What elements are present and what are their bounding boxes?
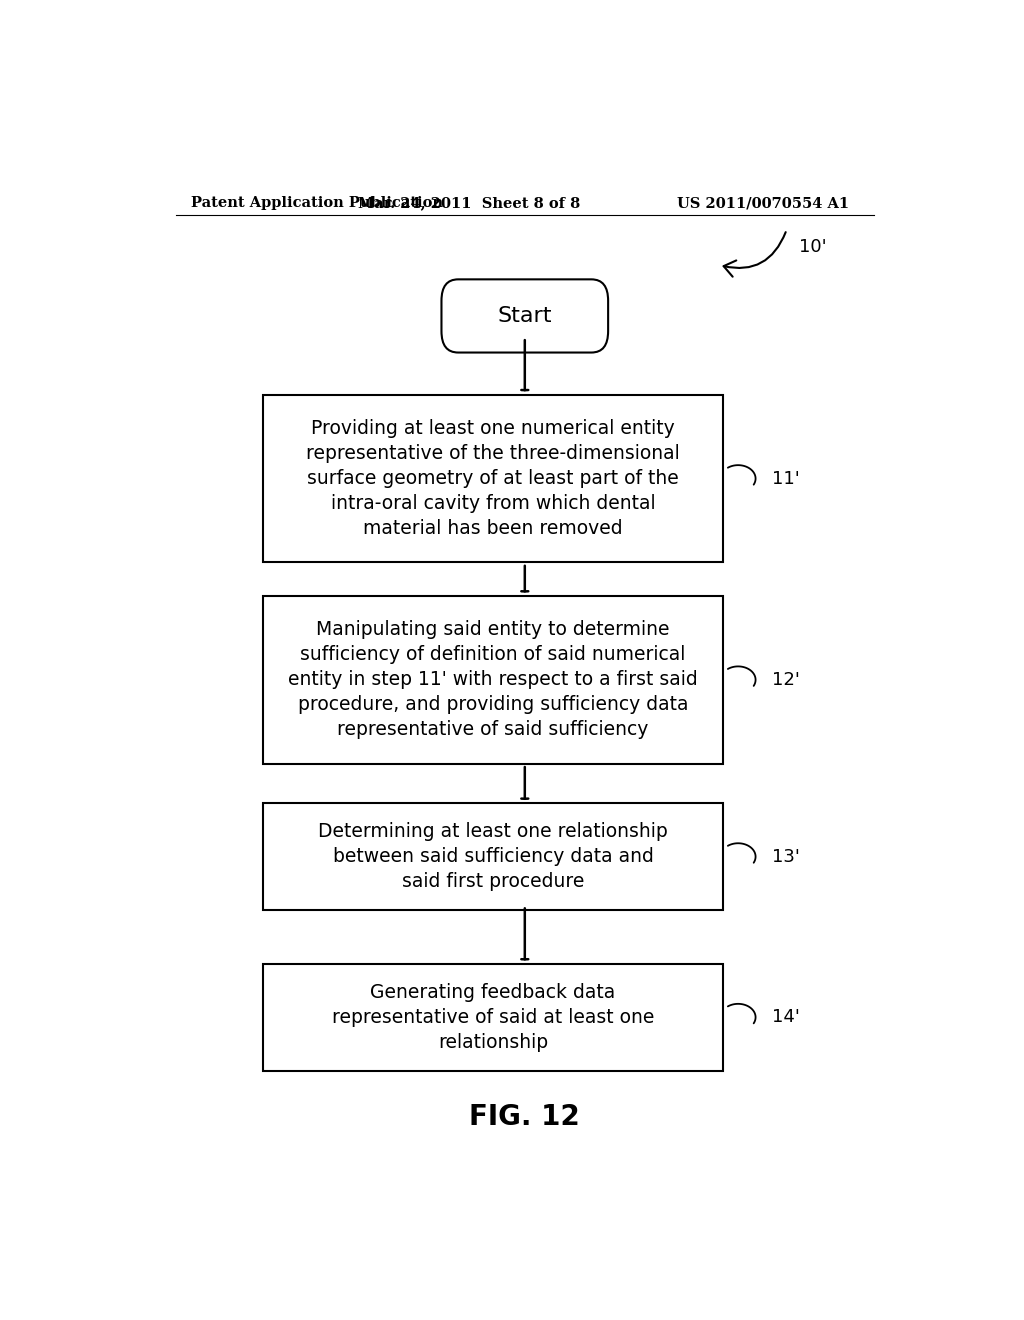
FancyBboxPatch shape <box>441 280 608 352</box>
Text: Determining at least one relationship
between said sufficiency data and
said fir: Determining at least one relationship be… <box>318 822 668 891</box>
Text: 11': 11' <box>772 470 800 487</box>
Text: Patent Application Publication: Patent Application Publication <box>191 197 443 210</box>
Text: 10': 10' <box>799 238 826 256</box>
Bar <box>263 964 723 1071</box>
Text: Generating feedback data
representative of said at least one
relationship: Generating feedback data representative … <box>332 983 654 1052</box>
Bar <box>263 804 723 909</box>
Text: 14': 14' <box>772 1008 800 1026</box>
Text: Mar. 24, 2011  Sheet 8 of 8: Mar. 24, 2011 Sheet 8 of 8 <box>358 197 581 210</box>
Text: 13': 13' <box>772 847 800 866</box>
Bar <box>263 395 723 562</box>
Text: FIG. 12: FIG. 12 <box>469 1104 581 1131</box>
Text: Manipulating said entity to determine
sufficiency of definition of said numerica: Manipulating said entity to determine su… <box>288 620 698 739</box>
Text: US 2011/0070554 A1: US 2011/0070554 A1 <box>677 197 849 210</box>
Text: Providing at least one numerical entity
representative of the three-dimensional
: Providing at least one numerical entity … <box>306 418 680 539</box>
Bar <box>263 595 723 764</box>
Text: 12': 12' <box>772 671 800 689</box>
FancyArrowPatch shape <box>724 232 785 277</box>
Text: Start: Start <box>498 306 552 326</box>
